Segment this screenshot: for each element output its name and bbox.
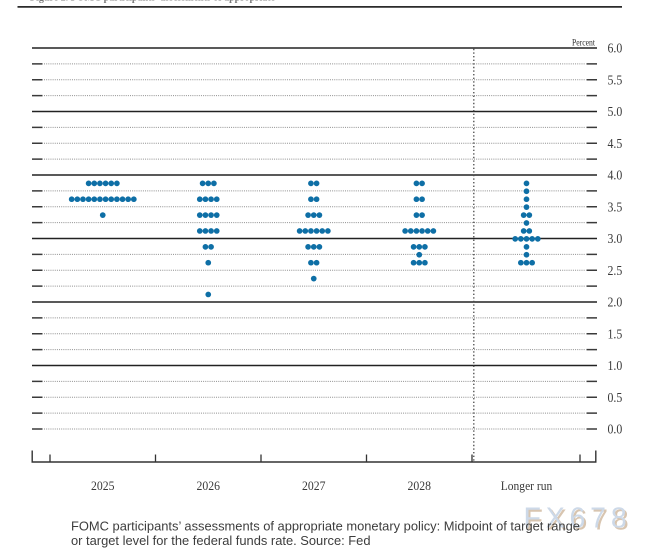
svg-text:4.0: 4.0 xyxy=(608,168,623,183)
svg-text:3.0: 3.0 xyxy=(608,231,623,246)
svg-text:5.5: 5.5 xyxy=(608,72,623,87)
svg-text:2025: 2025 xyxy=(91,478,115,493)
svg-text:0.0: 0.0 xyxy=(608,422,623,437)
svg-text:3.5: 3.5 xyxy=(608,199,623,214)
svg-text:Longer run: Longer run xyxy=(501,478,553,493)
svg-text:FOMC participants’ assessments: FOMC participants’ assessments of approp… xyxy=(71,519,580,534)
svg-text:1.5: 1.5 xyxy=(608,326,623,341)
svg-text:Figure 2. FOMC participants’ a: Figure 2. FOMC participants’ assessments… xyxy=(30,0,275,4)
svg-text:0.5: 0.5 xyxy=(608,390,623,405)
svg-text:2.0: 2.0 xyxy=(608,295,623,310)
svg-text:FX678: FX678 xyxy=(524,503,632,535)
svg-text:4.5: 4.5 xyxy=(608,136,623,151)
svg-text:2026: 2026 xyxy=(197,478,221,493)
svg-text:or target level for the federa: or target level for the federal funds ra… xyxy=(71,533,371,548)
svg-text:6.0: 6.0 xyxy=(608,41,623,56)
svg-text:1.0: 1.0 xyxy=(608,358,623,373)
svg-text:2028: 2028 xyxy=(408,478,432,493)
svg-text:5.0: 5.0 xyxy=(608,104,623,119)
svg-text:2.5: 2.5 xyxy=(608,263,623,278)
svg-text:2027: 2027 xyxy=(302,478,326,493)
svg-text:Percent: Percent xyxy=(572,39,595,49)
